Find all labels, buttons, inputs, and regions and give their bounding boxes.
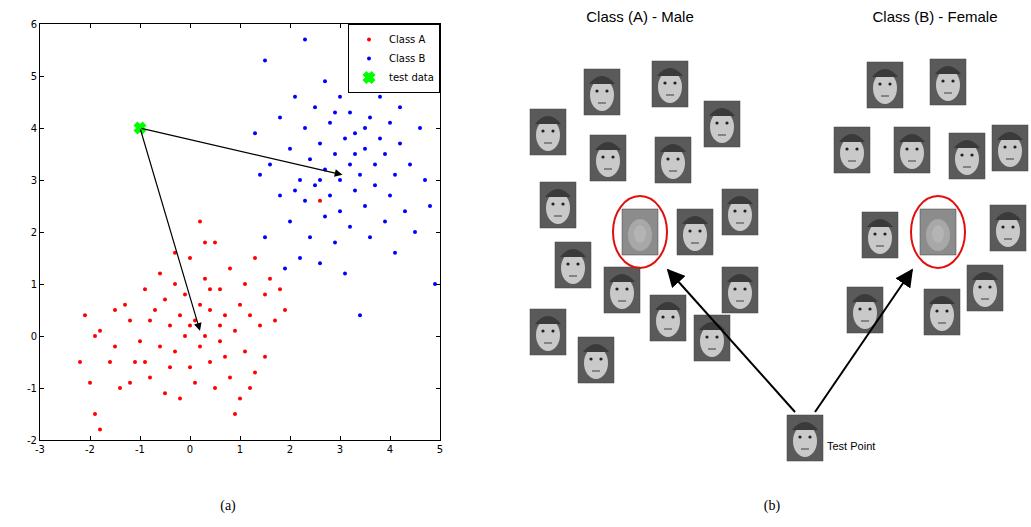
svg-text:(b): (b) — [764, 498, 781, 514]
svg-text:test data: test data — [389, 72, 434, 83]
svg-text:5: 5 — [437, 444, 443, 455]
svg-text:5: 5 — [31, 71, 37, 82]
svg-text:Class A: Class A — [389, 34, 425, 45]
svg-text:6: 6 — [31, 19, 37, 30]
svg-text:1: 1 — [31, 279, 37, 290]
svg-text:Class (A) - Male: Class (A) - Male — [586, 8, 694, 25]
svg-text:(a): (a) — [220, 498, 236, 514]
svg-text:-2: -2 — [85, 444, 95, 455]
svg-text:-3: -3 — [35, 444, 45, 455]
svg-text:3: 3 — [337, 444, 343, 455]
svg-text:0: 0 — [31, 331, 37, 342]
svg-text:Class (B) - Female: Class (B) - Female — [872, 8, 997, 25]
svg-text:2: 2 — [31, 227, 37, 238]
svg-text:-2: -2 — [27, 435, 37, 446]
svg-text:1: 1 — [237, 444, 243, 455]
svg-text:Test Point: Test Point — [827, 440, 875, 452]
svg-text:4: 4 — [31, 123, 37, 134]
svg-text:4: 4 — [387, 444, 393, 455]
svg-text:0: 0 — [187, 444, 193, 455]
svg-text:-1: -1 — [135, 444, 145, 455]
svg-text:Class B: Class B — [389, 53, 425, 64]
svg-text:3: 3 — [31, 175, 37, 186]
svg-text:-1: -1 — [27, 383, 37, 394]
svg-text:2: 2 — [287, 444, 293, 455]
